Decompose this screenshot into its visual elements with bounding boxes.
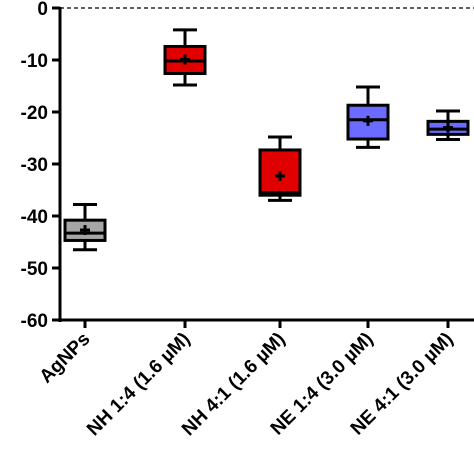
y-tick-label: -40 <box>21 207 48 228</box>
y-tick-label: -60 <box>21 311 48 332</box>
y-tick-label: 0 <box>37 0 48 20</box>
box-3 <box>346 85 390 149</box>
category-label: NH 1:4 (1.6 µM) <box>83 329 194 440</box>
box-0 <box>63 203 107 252</box>
axes <box>52 6 474 328</box>
tick-labels-group: 0 -10 -20 -30 -40 -50 -60 <box>21 0 48 332</box>
box-iqr <box>258 148 302 197</box>
y-tick-label: -10 <box>21 51 48 72</box>
category-label: AgNPs <box>36 329 95 388</box>
box-4 <box>426 109 470 142</box>
boxes-group <box>63 28 470 252</box>
box-1 <box>163 28 207 87</box>
box-2 <box>258 135 302 202</box>
y-tick-label: -20 <box>21 103 48 124</box>
y-tick-label: -30 <box>21 155 48 176</box>
y-tick-label: -50 <box>21 259 48 280</box>
